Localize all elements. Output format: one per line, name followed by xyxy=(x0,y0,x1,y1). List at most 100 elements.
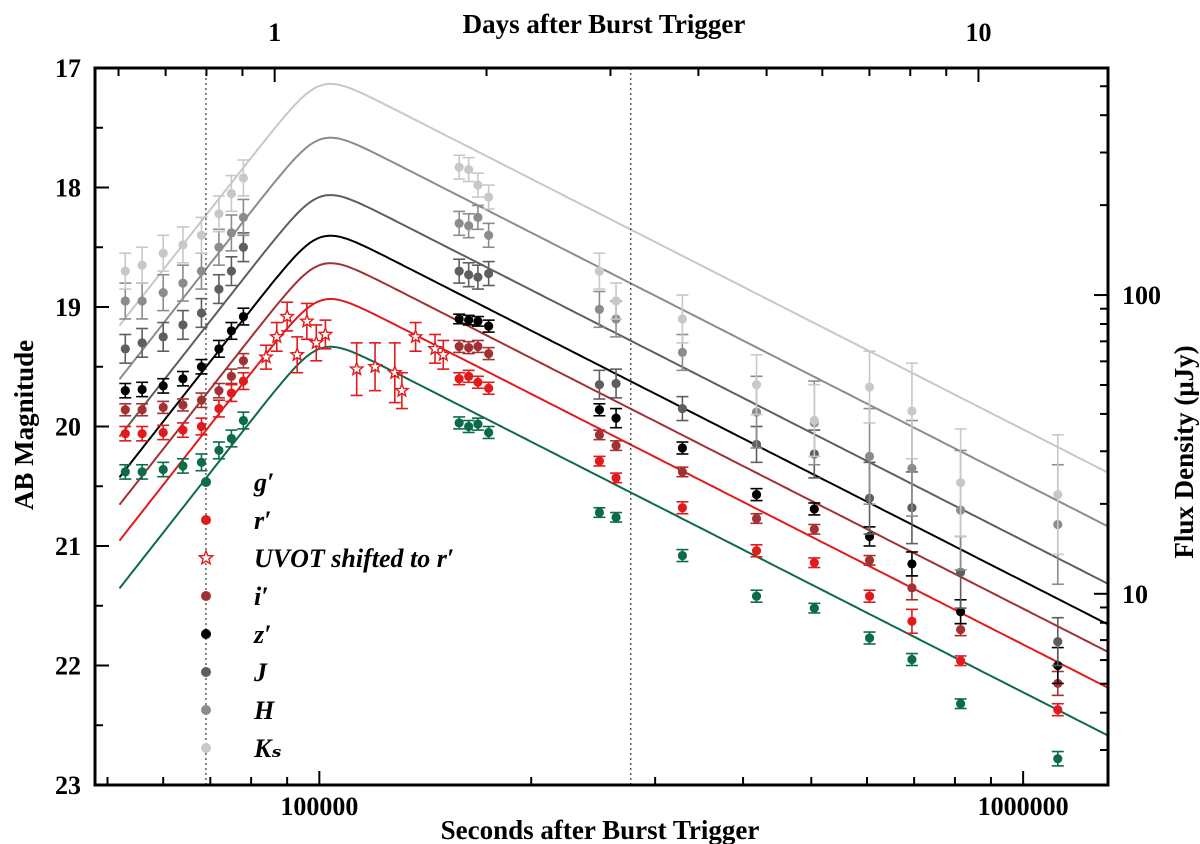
data-point xyxy=(195,392,208,409)
circle-marker xyxy=(238,376,248,386)
legend-label: i′ xyxy=(254,582,269,611)
star-marker xyxy=(367,358,384,374)
circle-marker xyxy=(238,173,248,183)
circle-marker xyxy=(464,270,474,280)
circle-marker xyxy=(178,278,188,288)
data-point xyxy=(453,339,466,354)
data-point xyxy=(195,358,208,375)
top-axis-title: Days after Burst Trigger xyxy=(463,9,746,39)
legend-star-marker xyxy=(197,549,215,566)
circle-marker xyxy=(594,507,605,518)
data-point xyxy=(453,258,466,284)
data-point xyxy=(237,307,250,326)
data-point xyxy=(482,346,495,361)
circle-marker xyxy=(864,451,875,461)
data-point xyxy=(176,398,189,412)
data-point xyxy=(593,252,606,290)
circle-marker xyxy=(594,456,605,466)
data-point xyxy=(462,261,475,288)
circle-marker xyxy=(196,457,207,467)
circle-marker xyxy=(464,343,474,353)
data-point xyxy=(157,400,170,415)
circle-marker xyxy=(158,427,168,438)
circle-marker xyxy=(484,192,494,202)
circle-marker xyxy=(611,473,621,483)
data-point xyxy=(212,195,225,233)
star-marker xyxy=(348,360,365,376)
y-axis-title: AB Magnitude xyxy=(9,340,39,510)
data-point xyxy=(1051,434,1064,556)
star-marker xyxy=(258,348,274,364)
data-point xyxy=(482,381,495,396)
data-point xyxy=(268,321,285,353)
legend-circle-marker xyxy=(201,629,211,639)
circle-marker xyxy=(751,546,762,556)
circle-marker xyxy=(238,212,248,222)
circle-marker xyxy=(120,266,130,276)
circle-marker xyxy=(226,228,237,238)
model-line xyxy=(118,194,1108,585)
x-tick-label: 100000 xyxy=(280,792,358,821)
circle-marker xyxy=(158,402,168,412)
legend-item: r′ xyxy=(201,506,271,535)
circle-marker xyxy=(120,386,130,396)
circle-marker xyxy=(226,188,237,199)
circle-marker xyxy=(677,503,688,513)
data-point xyxy=(258,344,274,370)
data-point xyxy=(317,319,334,350)
data-point xyxy=(119,333,132,364)
circle-marker xyxy=(464,421,474,432)
data-point xyxy=(905,652,918,667)
data-point xyxy=(863,554,876,566)
circle-marker xyxy=(226,433,237,444)
circle-marker xyxy=(907,583,917,593)
circle-marker xyxy=(809,415,819,426)
y-tick-label: 19 xyxy=(55,293,81,322)
legend: g′ r′ UVOT shifted to r′ i′ z′ JH Kₛ xyxy=(197,468,454,763)
data-point xyxy=(905,362,918,460)
circle-marker xyxy=(594,266,605,276)
star-marker xyxy=(407,328,424,344)
data-point xyxy=(462,340,475,355)
data-point xyxy=(808,602,821,614)
data-point xyxy=(212,382,225,399)
data-point xyxy=(157,234,170,272)
axis-tick-labels: 100000 1000000 1 10 17 18 19 20 21 22 23 10 100 xyxy=(55,18,1161,821)
circle-marker xyxy=(473,341,483,352)
circle-marker xyxy=(196,266,207,276)
y-tick-label: 18 xyxy=(55,174,81,203)
data-point xyxy=(212,441,225,460)
data-point xyxy=(157,424,170,441)
y-tick-label: 22 xyxy=(55,652,81,681)
data-point xyxy=(954,655,967,667)
data-point xyxy=(471,315,484,327)
data-point xyxy=(136,425,149,442)
legend-item: i′ xyxy=(201,582,269,611)
circle-marker xyxy=(178,425,188,435)
model-line xyxy=(118,262,1108,653)
circle-marker xyxy=(464,315,474,325)
circle-marker xyxy=(196,421,207,432)
circle-marker xyxy=(454,418,464,428)
circle-marker xyxy=(454,314,464,324)
data-point xyxy=(676,441,689,455)
data-point xyxy=(905,551,918,577)
data-point xyxy=(237,198,250,237)
data-point xyxy=(593,290,606,329)
data-point xyxy=(676,548,689,563)
data-point xyxy=(348,342,365,397)
data-point xyxy=(482,222,495,249)
data-point xyxy=(905,608,918,635)
data-point xyxy=(471,417,484,431)
legend-label: r′ xyxy=(254,506,271,535)
data-point xyxy=(954,428,967,538)
circle-marker xyxy=(484,321,494,331)
circle-marker xyxy=(214,209,224,219)
data-point xyxy=(195,453,208,472)
circle-marker xyxy=(594,405,605,415)
model-line xyxy=(118,298,1108,689)
legend-circle-marker xyxy=(201,705,211,715)
data-point xyxy=(462,212,475,239)
data-point xyxy=(176,309,189,341)
